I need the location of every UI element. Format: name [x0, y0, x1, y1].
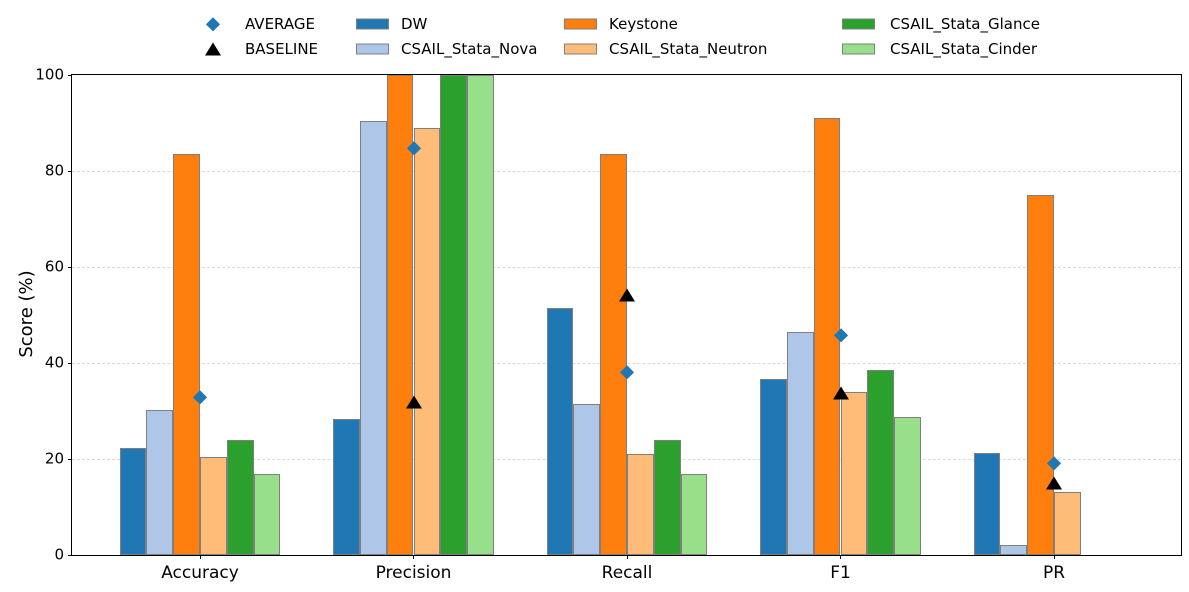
y-tick-label-100: 100: [35, 65, 64, 84]
legend-csail-stata-cinder-label: CSAIL_Stata_Cinder: [890, 40, 1038, 58]
legend-csail-stata-nova-swatch: [356, 43, 389, 55]
bar-dw-accuracy: [119, 447, 147, 555]
y-tick-mark-100: [68, 74, 72, 76]
bar-csail-stata-cinder-f1: [894, 417, 921, 555]
x-tick-mark-precision: [413, 555, 414, 559]
bar-csail-stata-neutron-accuracy: [200, 457, 227, 555]
bar-csail-stata-neutron-f1: [840, 391, 868, 555]
bar-dw-f1: [760, 378, 787, 555]
bar-csail-stata-glance-accuracy: [226, 440, 254, 555]
y-tick-label-20: 20: [44, 449, 64, 468]
x-tick-mark-accuracy: [199, 555, 201, 559]
bar-dw-precision: [333, 418, 360, 555]
bar-dw-pr: [973, 452, 1001, 555]
x-tick-mark-pr: [1053, 555, 1055, 559]
bar-csail-stata-nova-pr: [1000, 544, 1028, 555]
y-tick-mark-40: [68, 362, 72, 364]
legend-csail-stata-cinder-swatch: [842, 43, 875, 55]
bar-keystone-pr: [1027, 195, 1054, 555]
y-tick-label-0: 0: [54, 545, 64, 564]
legend-csail-stata-nova-label: CSAIL_Stata_Nova: [401, 40, 538, 58]
legend-keystone-swatch: [564, 18, 597, 30]
legend-baseline-icon: [205, 42, 221, 56]
bar-keystone-precision: [386, 75, 414, 555]
bar-csail-stata-neutron-precision: [413, 128, 441, 555]
x-tick-label-pr: PR: [1042, 563, 1066, 583]
legend-csail-stata-glance-label: CSAIL_Stata_Glance: [890, 15, 1040, 33]
x-tick-label-recall: Recall: [601, 563, 653, 583]
bar-csail-stata-glance-precision: [440, 75, 468, 555]
bar-csail-stata-cinder-precision: [467, 75, 494, 555]
y-axis-label: Score (%): [16, 270, 37, 358]
y-tick-mark-0: [68, 554, 72, 556]
bar-csail-stata-nova-f1: [786, 331, 814, 555]
x-tick-label-accuracy: Accuracy: [161, 563, 239, 583]
bar-dw-recall: [546, 307, 574, 555]
x-tick-mark-f1: [840, 555, 841, 559]
legend-csail-stata-neutron-swatch: [564, 43, 597, 55]
legend-csail-stata-neutron-label: CSAIL_Stata_Neutron: [609, 40, 768, 58]
bar-csail-stata-neutron-pr: [1054, 491, 1081, 555]
bar-csail-stata-cinder-accuracy: [253, 474, 281, 555]
y-tick-label-40: 40: [44, 353, 64, 372]
baseline-marker-pr-icon: [1046, 476, 1062, 490]
bar-csail-stata-nova-recall: [573, 404, 601, 555]
bar-csail-stata-nova-precision: [359, 121, 387, 555]
x-tick-label-f1: F1: [830, 563, 851, 583]
legend-dw-label: DW: [401, 15, 428, 33]
y-tick-label-80: 80: [44, 161, 64, 180]
bar-csail-stata-glance-f1: [867, 370, 895, 555]
baseline-marker-precision-icon: [405, 395, 422, 409]
bar-csail-stata-cinder-recall: [680, 473, 708, 555]
legend-keystone-label: Keystone: [609, 15, 678, 33]
bar-csail-stata-neutron-recall: [627, 453, 654, 555]
bar-keystone-accuracy: [173, 154, 200, 555]
legend-average-icon: [206, 17, 220, 31]
baseline-marker-f1-icon: [832, 386, 849, 400]
legend-baseline-label: BASELINE: [245, 40, 319, 58]
bar-csail-stata-glance-recall: [653, 439, 681, 555]
bar-csail-stata-nova-accuracy: [146, 409, 174, 555]
legend-csail-stata-glance-swatch: [842, 18, 875, 30]
plot-area: 0 20 40 60 80 100 Accuracy Precision Recall F1 PR: [35, 67, 1182, 583]
y-tick-mark-80: [68, 170, 72, 172]
y-tick-label-60: 60: [44, 257, 64, 276]
legend-average-label: AVERAGE: [245, 15, 315, 33]
y-tick-mark-20: [68, 458, 72, 460]
legend-dw-swatch: [356, 18, 389, 30]
y-tick-mark-60: [68, 266, 72, 268]
x-tick-mark-recall: [626, 555, 628, 559]
baseline-marker-recall-icon: [619, 288, 635, 302]
x-tick-label-precision: Precision: [375, 563, 452, 583]
bar-keystone-recall: [600, 154, 627, 555]
